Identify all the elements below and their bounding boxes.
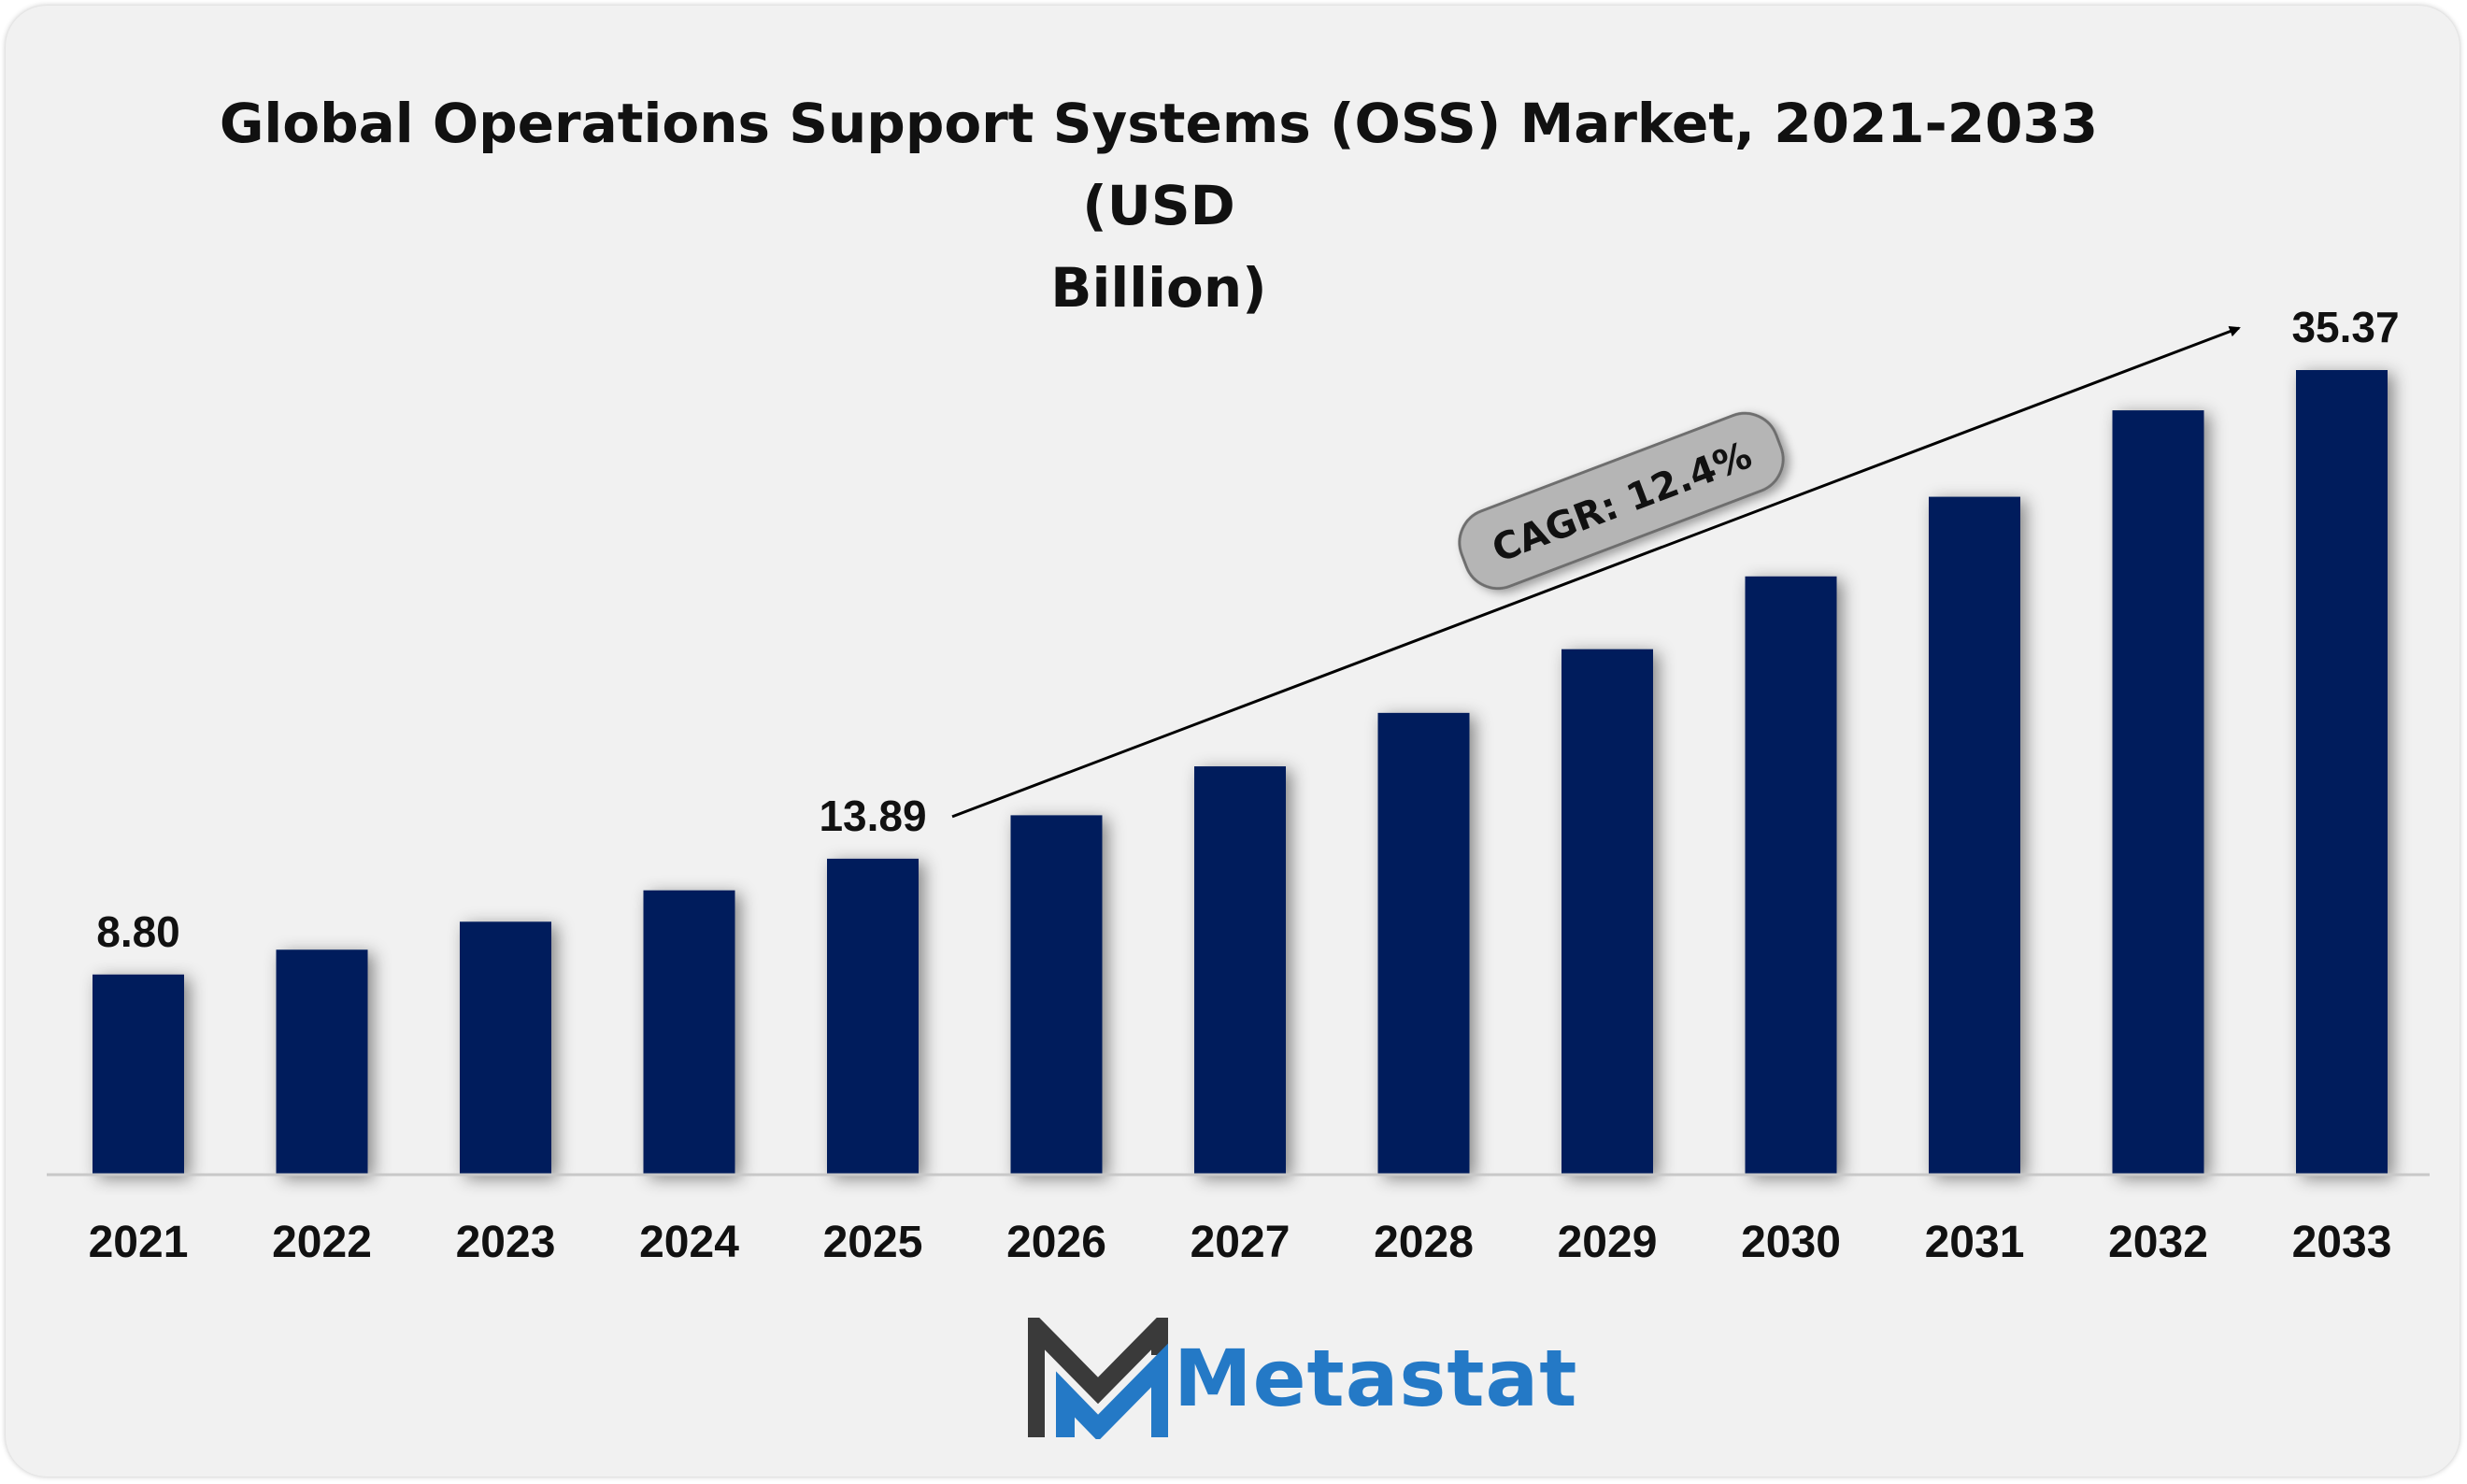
x-tick-label-2024: 2024	[639, 1218, 739, 1267]
chart-title-line-1: Global Operations Support Systems (OSS) …	[219, 92, 2099, 237]
cagr-badge-background	[1458, 411, 1785, 591]
bar-2022	[276, 949, 368, 1175]
bar-2032	[2112, 410, 2204, 1175]
bar-2033	[2296, 370, 2388, 1175]
bar-2031	[1929, 496, 2020, 1175]
x-tick-label-2033: 2033	[2292, 1218, 2392, 1267]
chart-title-line-2: Billion)	[1050, 256, 1267, 320]
data-label-2021: 8.80	[96, 907, 180, 956]
cagr-badge: CAGR: 12.4%	[1458, 411, 1785, 591]
bars-layer	[93, 370, 2388, 1175]
bar-2029	[1561, 649, 1653, 1175]
cagr-arrow	[951, 325, 2241, 819]
bar-2023	[460, 921, 551, 1175]
labels-layer: 2021 8.80 2022 2023 2024 2025 13.89 2026 2027 202…	[89, 303, 2400, 1267]
bar-2026	[1010, 815, 1103, 1175]
bar-2024	[643, 890, 735, 1175]
bar-2028	[1377, 712, 1470, 1175]
chart-title: Global Operations Support Systems (OSS) …	[140, 82, 2177, 329]
x-tick-label-2022: 2022	[272, 1218, 372, 1267]
x-tick-label-2023: 2023	[456, 1218, 556, 1267]
chart-card	[6, 6, 2460, 1477]
x-tick-label-2029: 2029	[1558, 1218, 1658, 1267]
x-tick-label-2026: 2026	[1006, 1218, 1106, 1267]
bar-2030	[1745, 576, 1837, 1175]
data-label-2025: 13.89	[819, 792, 926, 840]
x-tick-label-2032: 2032	[2108, 1218, 2208, 1267]
x-tick-label-2030: 2030	[1741, 1218, 1841, 1267]
x-tick-label-2031: 2031	[1925, 1218, 2025, 1267]
x-tick-label-2025: 2025	[823, 1218, 923, 1267]
metastat-logo: Metastat	[1028, 1318, 1577, 1439]
bar-2021	[93, 974, 184, 1175]
data-label-2033: 35.37	[2291, 303, 2399, 351]
bar-2027	[1194, 766, 1286, 1175]
x-tick-label-2028: 2028	[1374, 1218, 1474, 1267]
metastat-logo-text: Metastat	[1174, 1333, 1578, 1424]
x-tick-label-2021: 2021	[89, 1218, 189, 1267]
metastat-logo-mark-icon	[1028, 1318, 1168, 1439]
bar-2025	[827, 858, 919, 1175]
x-tick-label-2027: 2027	[1191, 1218, 1291, 1267]
